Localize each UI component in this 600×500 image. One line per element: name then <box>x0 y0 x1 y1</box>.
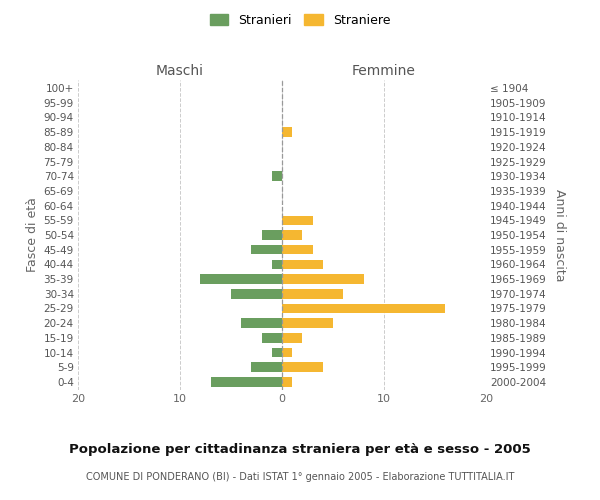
Bar <box>272 172 282 181</box>
Bar <box>282 348 292 358</box>
Text: Femmine: Femmine <box>352 64 416 78</box>
Legend: Stranieri, Straniere: Stranieri, Straniere <box>205 8 395 32</box>
Bar <box>282 289 343 298</box>
Bar <box>231 289 282 298</box>
Bar <box>200 274 282 284</box>
Bar <box>262 230 282 240</box>
Text: COMUNE DI PONDERANO (BI) - Dati ISTAT 1° gennaio 2005 - Elaborazione TUTTITALIA.: COMUNE DI PONDERANO (BI) - Dati ISTAT 1°… <box>86 472 514 482</box>
Y-axis label: Fasce di età: Fasce di età <box>26 198 40 272</box>
Bar <box>282 128 292 137</box>
Bar <box>272 260 282 269</box>
Bar <box>262 333 282 342</box>
Bar <box>282 304 445 313</box>
Bar <box>241 318 282 328</box>
Bar <box>211 377 282 386</box>
Bar <box>282 230 302 240</box>
Bar <box>282 333 302 342</box>
Bar <box>282 260 323 269</box>
Bar <box>282 216 313 225</box>
Bar <box>282 377 292 386</box>
Bar <box>251 362 282 372</box>
Text: Maschi: Maschi <box>156 64 204 78</box>
Bar <box>282 362 323 372</box>
Bar <box>272 348 282 358</box>
Bar <box>251 245 282 254</box>
Bar <box>282 274 364 284</box>
Bar <box>282 318 333 328</box>
Y-axis label: Anni di nascita: Anni di nascita <box>553 188 566 281</box>
Text: Popolazione per cittadinanza straniera per età e sesso - 2005: Popolazione per cittadinanza straniera p… <box>69 442 531 456</box>
Bar <box>282 245 313 254</box>
